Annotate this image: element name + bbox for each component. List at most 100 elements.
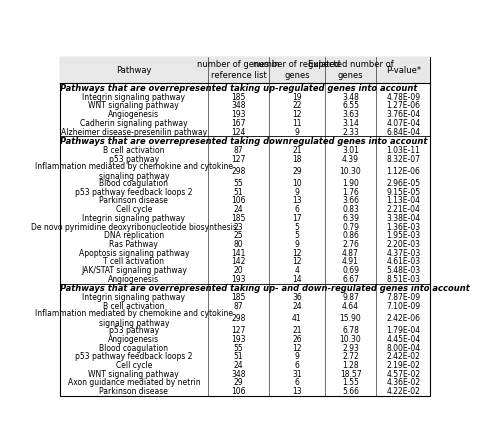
Text: 9.87: 9.87 — [342, 293, 359, 302]
Text: 185: 185 — [231, 93, 246, 102]
Text: Cell cycle: Cell cycle — [116, 361, 152, 370]
Text: 127: 127 — [231, 326, 246, 335]
Text: 142: 142 — [231, 257, 246, 267]
Text: Integrin signaling pathway: Integrin signaling pathway — [82, 293, 185, 302]
Text: 14: 14 — [292, 275, 302, 284]
Text: 12: 12 — [292, 249, 302, 258]
Text: Cell cycle: Cell cycle — [116, 205, 152, 214]
Text: T cell activation: T cell activation — [103, 257, 164, 267]
Text: 21: 21 — [292, 326, 302, 335]
Text: 4.78E-09: 4.78E-09 — [386, 93, 421, 102]
Text: Parkinson disease: Parkinson disease — [99, 387, 168, 396]
Text: 9: 9 — [294, 188, 299, 197]
Text: Pathways that are overrepresented taking up-regulated genes into account: Pathways that are overrepresented taking… — [61, 84, 418, 93]
Text: 6: 6 — [294, 361, 299, 370]
Text: 6.67: 6.67 — [342, 275, 359, 284]
Text: 0.69: 0.69 — [342, 266, 359, 275]
Text: Integrin signaling pathway: Integrin signaling pathway — [82, 214, 185, 223]
Text: 298: 298 — [231, 314, 246, 323]
Text: 2.42E-02: 2.42E-02 — [386, 352, 420, 361]
Text: 2.76: 2.76 — [342, 240, 359, 249]
Text: 87: 87 — [234, 302, 243, 311]
Text: 20: 20 — [234, 266, 243, 275]
Text: 2.93: 2.93 — [342, 344, 359, 353]
Text: 2.72: 2.72 — [342, 352, 359, 361]
Text: 13: 13 — [292, 387, 302, 396]
Text: 87: 87 — [234, 146, 243, 155]
Text: 4.36E-02: 4.36E-02 — [386, 379, 421, 388]
Text: Ras Pathway: Ras Pathway — [109, 240, 158, 249]
Text: 36: 36 — [292, 293, 302, 302]
Text: 193: 193 — [231, 110, 246, 119]
Text: 12: 12 — [292, 257, 302, 267]
Text: 21: 21 — [292, 146, 302, 155]
Text: Blood coagulation: Blood coagulation — [99, 179, 168, 188]
Text: 7.87E-09: 7.87E-09 — [386, 293, 421, 302]
Text: 0.86: 0.86 — [342, 231, 359, 240]
Text: Inflammation mediated by chemokine and cytokine
signaling pathway: Inflammation mediated by chemokine and c… — [35, 162, 233, 181]
Text: 2.33: 2.33 — [342, 128, 359, 137]
Text: 4.57E-02: 4.57E-02 — [386, 370, 421, 379]
Text: Integrin signaling pathway: Integrin signaling pathway — [82, 93, 185, 102]
Text: 348: 348 — [231, 102, 246, 111]
Text: 3.14: 3.14 — [342, 119, 359, 128]
Text: 13: 13 — [292, 196, 302, 205]
Text: 80: 80 — [234, 240, 243, 249]
Text: 0.79: 0.79 — [342, 223, 359, 232]
Text: 4.37E-03: 4.37E-03 — [386, 249, 421, 258]
Text: 4.91: 4.91 — [342, 257, 359, 267]
Text: 22: 22 — [292, 102, 302, 111]
Text: 167: 167 — [231, 119, 246, 128]
Text: 24: 24 — [234, 205, 243, 214]
Text: B cell activation: B cell activation — [103, 146, 164, 155]
Text: 1.36E-03: 1.36E-03 — [386, 223, 421, 232]
Text: Alzheimer disease-presenilin pathway: Alzheimer disease-presenilin pathway — [61, 128, 207, 137]
Text: Angiogenesis: Angiogenesis — [109, 275, 159, 284]
Text: 10: 10 — [292, 179, 302, 188]
Text: 4.61E-03: 4.61E-03 — [386, 257, 421, 267]
Text: 23: 23 — [234, 223, 243, 232]
Text: Expected number of
genes: Expected number of genes — [308, 60, 393, 80]
Text: p53 pathway feedback loops 2: p53 pathway feedback loops 2 — [75, 352, 193, 361]
Text: 17: 17 — [292, 214, 302, 223]
Text: 51: 51 — [234, 352, 243, 361]
Text: 24: 24 — [234, 361, 243, 370]
Text: 127: 127 — [231, 155, 246, 164]
Text: 31: 31 — [292, 370, 302, 379]
Text: 29: 29 — [292, 167, 302, 176]
Text: 25: 25 — [234, 231, 243, 240]
Text: 6: 6 — [294, 205, 299, 214]
Text: 1.90: 1.90 — [342, 179, 359, 188]
Text: 106: 106 — [231, 196, 246, 205]
Text: 9: 9 — [294, 128, 299, 137]
Text: 6.84E-04: 6.84E-04 — [386, 128, 421, 137]
Text: 1.28: 1.28 — [342, 361, 359, 370]
Text: Angiogenesis: Angiogenesis — [109, 335, 159, 344]
Text: JAK/STAT signaling pathway: JAK/STAT signaling pathway — [81, 266, 187, 275]
Text: 2.20E-03: 2.20E-03 — [386, 240, 420, 249]
Text: 9: 9 — [294, 240, 299, 249]
Text: 51: 51 — [234, 188, 243, 197]
Text: DNA replication: DNA replication — [104, 231, 164, 240]
Text: 1.79E-04: 1.79E-04 — [386, 326, 421, 335]
Text: 18: 18 — [292, 155, 302, 164]
Text: 4.64: 4.64 — [342, 302, 359, 311]
Text: Pathways that are overrepresented taking downregulated genes into account: Pathways that are overrepresented taking… — [61, 137, 428, 146]
Text: 3.01: 3.01 — [342, 146, 359, 155]
Text: 3.38E-04: 3.38E-04 — [386, 214, 421, 223]
Text: 6: 6 — [294, 379, 299, 388]
Text: De novo pyrimidine deoxyribonucleotide biosynthesis: De novo pyrimidine deoxyribonucleotide b… — [31, 223, 237, 232]
Bar — [60, 57, 430, 83]
Text: 8.32E-07: 8.32E-07 — [386, 155, 420, 164]
Text: 55: 55 — [234, 344, 243, 353]
Text: Cadherin signaling pathway: Cadherin signaling pathway — [80, 119, 188, 128]
Text: 9: 9 — [294, 352, 299, 361]
Text: 1.55: 1.55 — [342, 379, 359, 388]
Text: 5.66: 5.66 — [342, 387, 359, 396]
Text: Parkinson disease: Parkinson disease — [99, 196, 168, 205]
Text: 15.90: 15.90 — [340, 314, 361, 323]
Text: 18.57: 18.57 — [340, 370, 361, 379]
Text: 5.48E-03: 5.48E-03 — [386, 266, 421, 275]
Text: p53 pathway: p53 pathway — [109, 155, 159, 164]
Text: 348: 348 — [231, 370, 246, 379]
